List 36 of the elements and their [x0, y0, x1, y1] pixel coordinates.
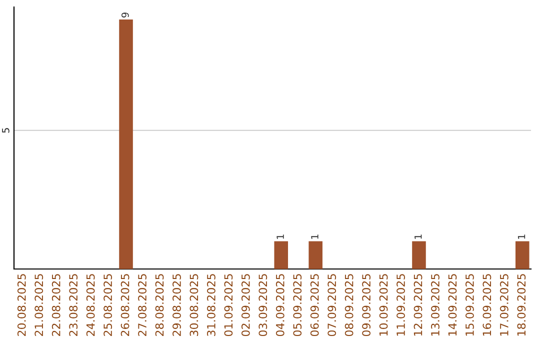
x-tick-label: 03.09.2025: [258, 274, 268, 336]
x-tick-label: 15.09.2025: [466, 274, 474, 336]
x-tick-label: 05.09.2025: [293, 274, 302, 336]
x-tick-label: 25.08.2025: [104, 274, 112, 336]
x-tick-label: 30.08.2025: [190, 274, 198, 336]
x-tick-label: 22.08.2025: [52, 274, 60, 336]
x-tick-label: 27.08.2025: [138, 274, 146, 336]
data-label: 9: [121, 12, 129, 18]
x-tick-label: 14.09.2025: [448, 274, 457, 336]
x-tick-label: 24.08.2025: [86, 274, 95, 336]
x-tick-label: 04.09.2025: [276, 274, 284, 336]
x-tick-label: 10.09.2025: [379, 274, 388, 336]
x-tick-label: 12.09.2025: [414, 274, 422, 336]
x-tick-label: 13.09.2025: [431, 274, 440, 336]
x-tick-label: 31.08.2025: [207, 274, 216, 336]
y-tick-label: 5: [2, 128, 10, 133]
x-tick-label: 29.08.2025: [172, 274, 181, 336]
data-label: 1: [311, 234, 318, 239]
x-tick-label: 06.09.2025: [310, 274, 319, 336]
x-tick-label: 17.09.2025: [500, 274, 508, 336]
x-tick-label: 08.09.2025: [344, 274, 354, 336]
x-tick-label: 21.08.2025: [34, 274, 44, 336]
x-tick-label: 02.09.2025: [241, 274, 250, 336]
x-tick-label: 23.08.2025: [69, 274, 78, 336]
x-tick-label: 26.08.2025: [120, 274, 130, 336]
data-label: 1: [414, 234, 422, 239]
data-label: 1: [518, 234, 526, 239]
x-tick-label: 16.09.2025: [482, 274, 492, 336]
x-tick-label: 01.09.2025: [224, 274, 233, 336]
x-tick-label: 28.08.2025: [155, 274, 164, 336]
x-tick-label: 09.09.2025: [362, 274, 371, 336]
x-tick-label: 11.09.2025: [396, 274, 405, 336]
x-tick-label: 18.09.2025: [517, 274, 526, 336]
x-tick-label: 20.08.2025: [17, 274, 26, 336]
data-label: 1: [276, 234, 284, 239]
x-tick-label: 07.09.2025: [328, 274, 336, 336]
